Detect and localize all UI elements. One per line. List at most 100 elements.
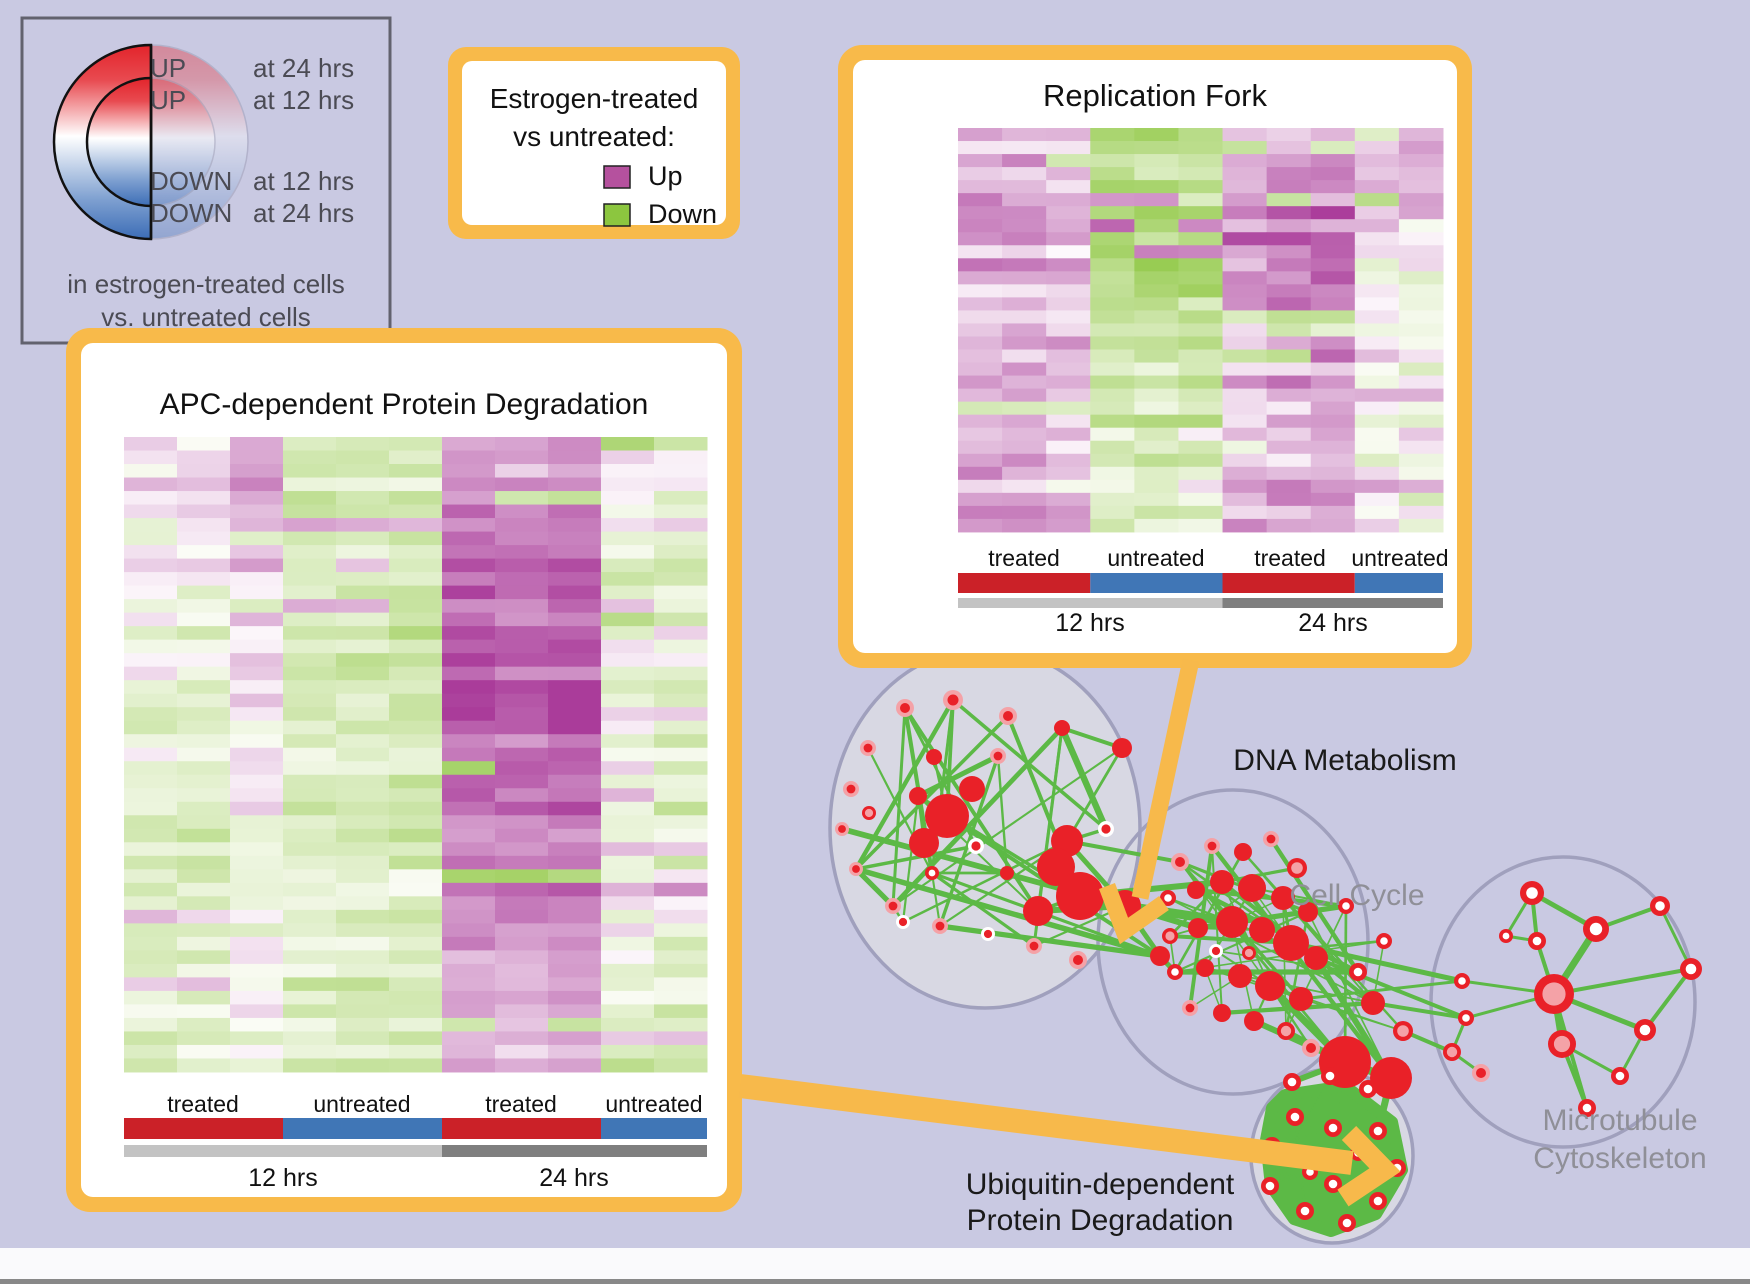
heatmap-cell: [1310, 284, 1356, 298]
heatmap-cell: [1134, 440, 1179, 455]
heatmap-cell: [177, 450, 231, 465]
heatmap-cell: [495, 1004, 549, 1019]
heatmap-cell: [601, 842, 655, 857]
heatmap-cell: [124, 680, 178, 695]
heatmap-cell: [124, 936, 178, 951]
heatmap-cell: [1046, 271, 1091, 285]
heatmap-cell: [442, 707, 496, 722]
heatmap-cell: [495, 855, 549, 870]
heatmap-cell: [442, 585, 496, 600]
heatmap-cell: [654, 761, 708, 776]
heatmap-cell: [1090, 193, 1135, 207]
heatmap-cell: [495, 450, 549, 465]
heatmap-cell: [548, 936, 602, 951]
heatmap-cell: [1266, 284, 1312, 298]
heatmap-cell: [1046, 258, 1091, 272]
heatmap-cell: [230, 653, 284, 668]
heatmap-cell: [601, 666, 655, 681]
network-edge: [1271, 1081, 1293, 1147]
heatmap-cell: [230, 599, 284, 614]
heatmap-cell: [124, 477, 178, 492]
heatmap-cell: [1178, 219, 1224, 233]
heatmap-cell: [442, 464, 496, 479]
heatmap-cell: [654, 626, 708, 641]
heatmap-cell: [336, 774, 390, 789]
heatmap-cell: [389, 680, 443, 695]
heatmap-cell: [336, 477, 390, 492]
heatmap-cell: [495, 1044, 549, 1059]
heatmap-cell: [1222, 284, 1268, 298]
heatmap-cell: [958, 167, 1003, 181]
heatmap-cell: [230, 747, 284, 762]
rf-heatmap: [958, 128, 1444, 533]
heatmap-cell: [654, 653, 708, 668]
heatmap-cell: [1266, 323, 1312, 337]
heatmap-cell: [1134, 349, 1179, 364]
heatmap-cell: [177, 990, 231, 1005]
heatmap-cell: [336, 1044, 390, 1059]
heatmap-cell: [1266, 440, 1312, 455]
network-node: [1306, 1043, 1316, 1053]
heatmap-cell: [1354, 440, 1400, 455]
heatmap-cell: [1090, 310, 1135, 324]
heatmap-cell: [495, 626, 549, 641]
heatmap-cell: [548, 572, 602, 587]
heatmap-cell: [177, 936, 231, 951]
heatmap-cell: [336, 1004, 390, 1019]
heatmap-cell: [1354, 505, 1400, 520]
heatmap-cell: [495, 977, 549, 992]
heatmap-cell: [1046, 336, 1091, 351]
heatmap-cell: [1310, 453, 1356, 468]
heatmap-cell: [230, 774, 284, 789]
heatmap-cell: [1222, 193, 1268, 207]
heatmap-cell: [1222, 232, 1268, 246]
rf-heatmap-footer: [958, 573, 1443, 608]
heatmap-cell: [442, 720, 496, 735]
network-edge: [951, 698, 1108, 831]
heatmap-cell: [283, 612, 337, 627]
heatmap-cell: [1090, 414, 1135, 429]
heatmap-cell: [601, 531, 655, 546]
heatmap-cell: [442, 1044, 496, 1059]
network-node: [1216, 906, 1248, 938]
heatmap-cell: [601, 518, 655, 533]
heatmap-cell: [230, 990, 284, 1005]
heatmap-cell: [1310, 323, 1356, 337]
heatmap-cell: [1222, 245, 1268, 259]
heatmap-cell: [1310, 388, 1356, 403]
heatmap-cell: [601, 464, 655, 479]
heatmap-cell: [124, 774, 178, 789]
heatmap-cell: [283, 977, 337, 992]
heatmap-cell: [1178, 518, 1224, 533]
network-edge: [916, 753, 1000, 799]
heatmap-cell: [601, 882, 655, 897]
heatmap-cell: [124, 437, 178, 452]
heatmap-cell: [495, 801, 549, 816]
heatmap-cell: [389, 518, 443, 533]
heatmap-cell: [389, 855, 443, 870]
heatmap-cell: [601, 747, 655, 762]
heatmap-cell: [1354, 401, 1400, 416]
heatmap-cell: [177, 531, 231, 546]
heatmap-cell: [230, 720, 284, 735]
heatmap-cell: [495, 572, 549, 587]
heatmap-cell: [601, 450, 655, 465]
heatmap-cell: [1046, 505, 1091, 520]
cluster-label-cell-cycle: Cell Cycle: [1289, 879, 1424, 912]
heatmap-cell: [442, 572, 496, 587]
network-node: [1255, 971, 1285, 1001]
heatmap-cell: [1178, 362, 1224, 377]
heatmap-cell: [548, 1031, 602, 1046]
heatmap-cell: [230, 666, 284, 681]
heatmap-cell: [654, 855, 708, 870]
network-edge: [1194, 887, 1360, 975]
heatmap-cell: [177, 963, 231, 978]
heatmap-cell: [654, 869, 708, 884]
heatmap-cell: [1398, 466, 1444, 481]
condition-bar: [1222, 573, 1355, 593]
heatmap-cell: [601, 612, 655, 627]
heatmap-cell: [1178, 167, 1224, 181]
heatmap-cell: [548, 680, 602, 695]
heatmap-cell: [654, 896, 708, 911]
heatmap-cell: [1310, 271, 1356, 285]
